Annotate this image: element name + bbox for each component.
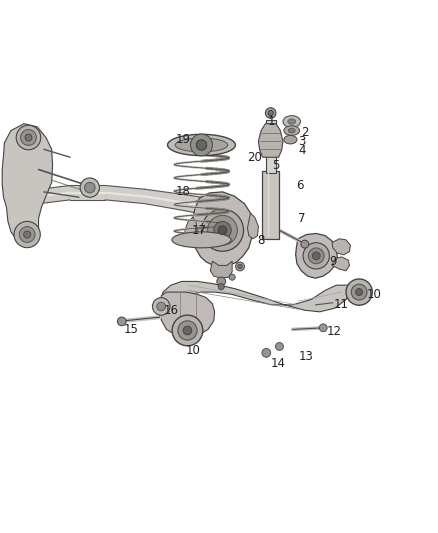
Circle shape [312, 252, 320, 260]
Text: 17: 17 [192, 224, 207, 237]
Circle shape [21, 130, 36, 146]
Polygon shape [192, 192, 253, 266]
Circle shape [172, 315, 203, 346]
Ellipse shape [288, 119, 296, 124]
Circle shape [208, 215, 237, 245]
Polygon shape [332, 239, 350, 255]
Polygon shape [2, 124, 53, 244]
Polygon shape [185, 217, 198, 243]
Ellipse shape [168, 134, 236, 156]
Circle shape [80, 178, 99, 197]
Circle shape [25, 134, 32, 141]
Circle shape [218, 284, 224, 290]
Polygon shape [262, 171, 279, 239]
Text: 18: 18 [176, 185, 191, 198]
Circle shape [236, 262, 244, 271]
Polygon shape [247, 213, 258, 239]
Text: 20: 20 [247, 151, 262, 164]
Circle shape [183, 326, 192, 335]
Ellipse shape [284, 126, 300, 135]
Text: 2: 2 [300, 126, 308, 139]
Ellipse shape [288, 128, 295, 133]
Ellipse shape [283, 116, 300, 127]
Circle shape [178, 321, 197, 340]
Text: 9: 9 [329, 255, 337, 268]
Text: 10: 10 [367, 288, 382, 301]
Text: 16: 16 [163, 304, 178, 317]
Circle shape [268, 110, 273, 116]
Circle shape [201, 209, 244, 251]
Text: 1: 1 [268, 115, 276, 128]
Text: 19: 19 [176, 133, 191, 146]
Ellipse shape [284, 135, 297, 144]
Ellipse shape [172, 232, 231, 248]
Polygon shape [266, 120, 276, 173]
Circle shape [319, 324, 327, 332]
Polygon shape [258, 124, 283, 157]
Circle shape [346, 279, 372, 305]
Text: 11: 11 [333, 298, 348, 311]
Text: 7: 7 [298, 212, 306, 225]
Text: 10: 10 [185, 344, 200, 357]
Circle shape [157, 302, 166, 311]
Text: 5: 5 [272, 159, 279, 172]
Circle shape [301, 240, 309, 248]
Text: 12: 12 [326, 325, 341, 338]
Circle shape [351, 284, 367, 300]
Circle shape [217, 277, 226, 286]
Circle shape [191, 134, 212, 156]
Polygon shape [332, 257, 350, 271]
Circle shape [24, 231, 31, 238]
Circle shape [303, 243, 329, 269]
Circle shape [356, 288, 363, 296]
Ellipse shape [175, 138, 228, 152]
Circle shape [276, 343, 283, 350]
Circle shape [238, 264, 242, 269]
Text: 15: 15 [124, 323, 139, 336]
Text: 13: 13 [299, 350, 314, 362]
Circle shape [214, 222, 231, 239]
Circle shape [152, 298, 170, 315]
Circle shape [265, 108, 276, 118]
Circle shape [196, 140, 207, 150]
Text: 4: 4 [298, 144, 306, 157]
Circle shape [14, 221, 40, 248]
Circle shape [229, 274, 235, 280]
Circle shape [117, 317, 126, 326]
Text: 8: 8 [257, 235, 264, 247]
Circle shape [19, 227, 35, 243]
Circle shape [308, 248, 324, 264]
Polygon shape [161, 292, 215, 337]
Circle shape [262, 349, 271, 357]
Circle shape [218, 226, 227, 235]
Text: 3: 3 [299, 135, 306, 148]
Polygon shape [161, 281, 350, 312]
Text: 14: 14 [271, 357, 286, 370]
Polygon shape [210, 261, 232, 278]
Circle shape [16, 125, 41, 150]
Text: 6: 6 [296, 179, 304, 192]
Polygon shape [296, 233, 337, 278]
Polygon shape [13, 185, 245, 225]
Circle shape [85, 182, 95, 193]
